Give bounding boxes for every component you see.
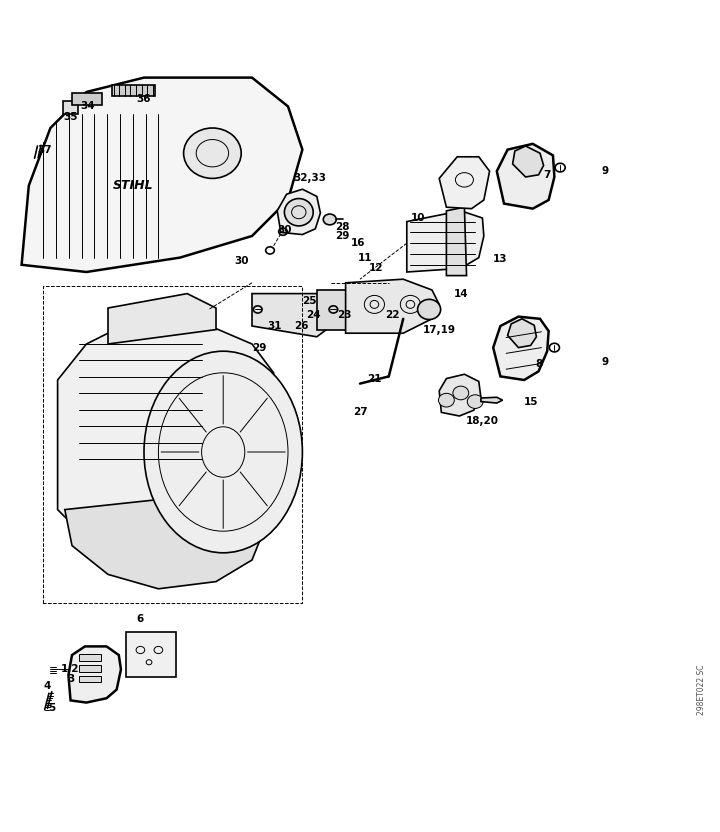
Text: 29: 29 [252, 343, 266, 353]
Text: 7: 7 [544, 170, 551, 180]
Bar [79, 665, 101, 671]
Text: 9: 9 [601, 166, 608, 176]
Polygon shape [68, 646, 121, 702]
Text: 30: 30 [277, 225, 292, 235]
Polygon shape [63, 101, 78, 114]
Text: 22: 22 [385, 310, 400, 320]
Text: 9: 9 [601, 357, 608, 367]
Ellipse shape [184, 128, 241, 178]
Text: 1,2: 1,2 [61, 665, 80, 675]
Text: 16: 16 [351, 238, 366, 248]
Text: 4: 4 [43, 681, 50, 691]
Text: 15: 15 [524, 397, 539, 407]
Text: 34: 34 [81, 102, 95, 111]
Text: 6: 6 [137, 614, 144, 624]
Ellipse shape [284, 199, 313, 226]
Text: 5: 5 [48, 702, 55, 712]
Polygon shape [407, 210, 484, 272]
Text: 29: 29 [336, 231, 350, 241]
Polygon shape [346, 280, 439, 333]
Text: 26: 26 [294, 321, 308, 331]
Polygon shape [22, 77, 302, 272]
Text: 3: 3 [67, 674, 74, 684]
Ellipse shape [418, 300, 441, 319]
Polygon shape [252, 294, 331, 337]
Polygon shape [439, 156, 490, 209]
Polygon shape [65, 488, 266, 589]
Text: 36: 36 [137, 94, 151, 104]
Polygon shape [446, 207, 467, 275]
Text: 14: 14 [454, 289, 468, 299]
Polygon shape [112, 85, 155, 97]
Text: 28: 28 [335, 222, 349, 232]
Bar [79, 654, 101, 661]
Polygon shape [317, 290, 346, 329]
Text: 37: 37 [37, 145, 52, 155]
Bar [79, 676, 101, 682]
Ellipse shape [144, 351, 302, 552]
Text: 10: 10 [410, 213, 425, 223]
Ellipse shape [467, 394, 483, 409]
Polygon shape [481, 397, 503, 403]
Text: 31: 31 [268, 321, 282, 331]
Text: STIHL: STIHL [113, 179, 153, 192]
Text: 18,20: 18,20 [466, 416, 499, 426]
Text: 13: 13 [493, 254, 508, 264]
Polygon shape [277, 189, 320, 235]
Text: 27: 27 [353, 408, 367, 418]
Text: 17,19: 17,19 [423, 324, 456, 334]
Ellipse shape [438, 394, 454, 407]
Polygon shape [126, 632, 176, 676]
Text: 298ET022 SC: 298ET022 SC [698, 664, 706, 715]
Text: 23: 23 [337, 310, 351, 320]
Polygon shape [72, 93, 102, 105]
Text: 32,33: 32,33 [293, 173, 326, 183]
Text: 21: 21 [367, 374, 382, 384]
Text: 11: 11 [358, 253, 372, 263]
Polygon shape [508, 319, 536, 348]
Polygon shape [108, 294, 216, 344]
Text: 25: 25 [302, 296, 317, 306]
Text: 30: 30 [234, 256, 248, 266]
Polygon shape [513, 146, 544, 177]
Text: 24: 24 [306, 310, 320, 320]
Polygon shape [497, 144, 554, 209]
Ellipse shape [453, 386, 469, 400]
Polygon shape [439, 374, 481, 416]
Text: 8: 8 [535, 359, 542, 369]
Text: 35: 35 [63, 112, 78, 122]
Text: 12: 12 [369, 264, 384, 274]
Ellipse shape [323, 214, 336, 225]
Polygon shape [58, 322, 274, 546]
Polygon shape [493, 317, 549, 380]
